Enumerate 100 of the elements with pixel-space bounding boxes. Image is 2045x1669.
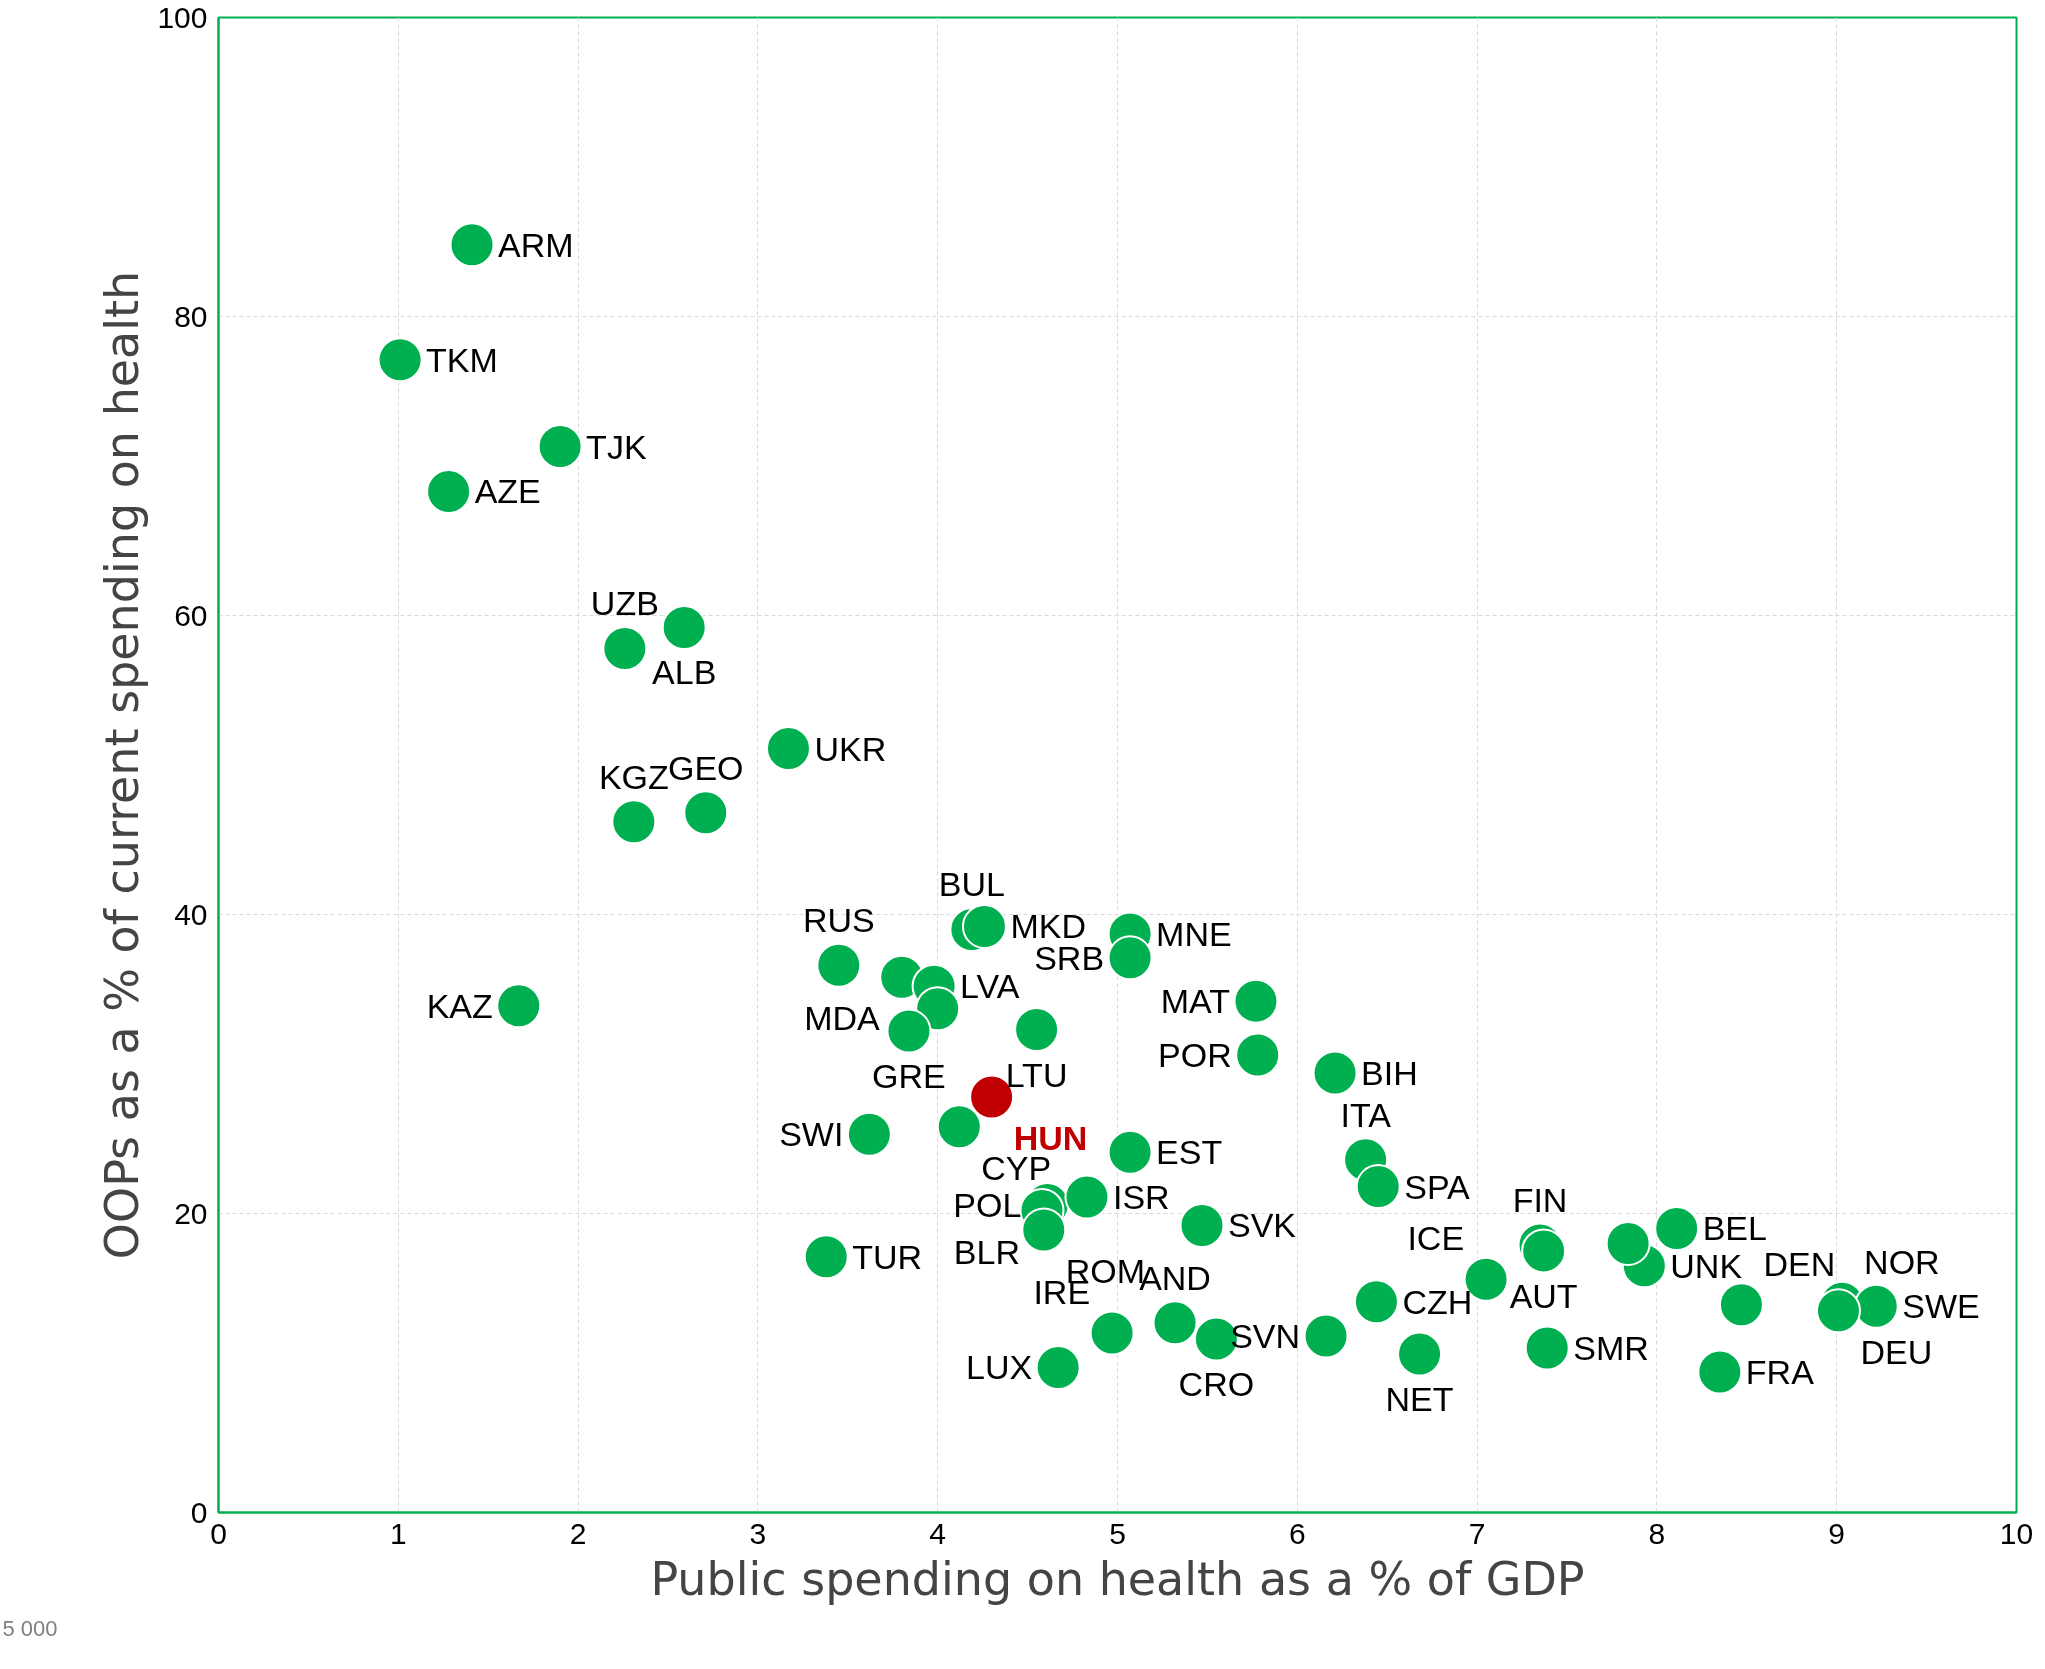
point (683, 790, 729, 836)
point (1089, 1310, 1135, 1356)
point (1179, 1203, 1225, 1248)
point (611, 799, 657, 845)
point (915, 986, 961, 1032)
annotation: EST (1156, 1133, 1223, 1172)
annotation: ISR (1112, 1178, 1170, 1217)
point (1303, 1313, 1349, 1359)
annotation: ITA (1340, 1095, 1392, 1134)
annotation: BLR (953, 1232, 1020, 1271)
point (1035, 1345, 1081, 1390)
point (1521, 1228, 1567, 1274)
x-tick-label: 5 (1109, 1516, 1126, 1550)
x-tick-label: 1 (389, 1516, 407, 1550)
annotation: MAT (1160, 982, 1230, 1021)
annotation: UNK (1670, 1246, 1743, 1285)
annotation: KGZ (598, 757, 669, 796)
annotation: HUN (1013, 1118, 1088, 1157)
annotation: SVK (1228, 1206, 1297, 1245)
annotation: BIH (1361, 1053, 1418, 1092)
x-tick-label: 10 (1999, 1516, 2034, 1550)
point (1605, 1220, 1651, 1266)
annotation: KAZ (426, 986, 493, 1025)
point (602, 625, 648, 671)
annotation: LTU (1005, 1055, 1068, 1094)
point (1021, 1207, 1067, 1253)
annotation: FIN (1512, 1180, 1568, 1219)
point (1816, 1288, 1861, 1334)
point (961, 904, 1007, 949)
point (1312, 1050, 1358, 1096)
annotation: TJK (586, 427, 647, 466)
y-tick-label: 20 (174, 1196, 208, 1230)
annotation: DEU (1860, 1332, 1933, 1371)
point (537, 424, 583, 470)
y-tick-label: 40 (174, 897, 208, 931)
y-tick-label: 60 (174, 598, 208, 632)
annotation: SPA (1404, 1167, 1471, 1206)
annotation: LVA (960, 967, 1020, 1006)
point (426, 468, 472, 514)
point (803, 1234, 849, 1280)
annotation: SMR (1573, 1329, 1649, 1368)
x-tick-label: 3 (749, 1516, 767, 1550)
annotation: LUX (966, 1348, 1033, 1387)
annotation: GEO (667, 748, 744, 787)
annotation: CRO (1178, 1365, 1255, 1404)
annotation: ALB (652, 653, 717, 692)
annotation: MNE (1156, 914, 1232, 953)
annotation: UZB (590, 584, 659, 623)
point (1014, 1007, 1060, 1053)
x-tick-label: 2 (569, 1516, 587, 1550)
annotation: AZE (474, 472, 541, 511)
point (1353, 1279, 1399, 1325)
point (1235, 1032, 1281, 1078)
y-tick-label: 0 (190, 1495, 208, 1529)
y-axis-title: OOPs as a % of current spending on health (95, 270, 150, 1260)
point (936, 1104, 982, 1150)
point (1107, 935, 1153, 981)
x-tick-label: 6 (1288, 1516, 1306, 1550)
annotation: SWI (779, 1115, 844, 1154)
y-tick-label: 80 (174, 299, 208, 333)
point (1397, 1331, 1443, 1377)
point (496, 983, 542, 1029)
annotation: UKR (814, 729, 887, 768)
text: 5 000 (2, 1615, 58, 1641)
x-tick-label: 4 (929, 1516, 947, 1550)
annotation: FRA (1745, 1352, 1815, 1391)
annotation: BUL (938, 865, 1005, 904)
point (377, 337, 423, 383)
point (886, 1008, 932, 1054)
x-tick-label: 8 (1648, 1516, 1666, 1550)
x-tick-label: 9 (1828, 1516, 1846, 1550)
point (846, 1111, 892, 1157)
annotation: TKM (426, 340, 498, 379)
point (1152, 1300, 1198, 1346)
annotation: SWE (1902, 1287, 1980, 1326)
point (1355, 1164, 1401, 1210)
point (1697, 1349, 1743, 1395)
annotation: MDA (804, 999, 881, 1038)
point (1853, 1283, 1899, 1329)
point (1718, 1282, 1764, 1328)
annotation: ARM (498, 225, 574, 264)
x-axis-title: Public spending on health as a % of GDP (650, 1551, 1585, 1606)
point (1233, 978, 1279, 1024)
point (1107, 1129, 1153, 1175)
annotation: ICE (1407, 1219, 1465, 1258)
point (1524, 1325, 1570, 1371)
annotation: POL (953, 1185, 1022, 1224)
y-tick-label: 100 (157, 0, 208, 34)
annotation: NOR (1864, 1243, 1940, 1282)
point (661, 605, 707, 650)
annotation: AUT (1509, 1276, 1578, 1315)
annotation: GRE (872, 1057, 946, 1096)
annotation: NET (1385, 1380, 1454, 1419)
annotation: TUR (852, 1237, 923, 1276)
point (816, 942, 862, 988)
x-tick-label: 7 (1468, 1516, 1486, 1550)
point (765, 726, 811, 772)
point (449, 222, 495, 268)
annotation: RUS (802, 901, 875, 940)
annotation: POR (1158, 1036, 1232, 1075)
